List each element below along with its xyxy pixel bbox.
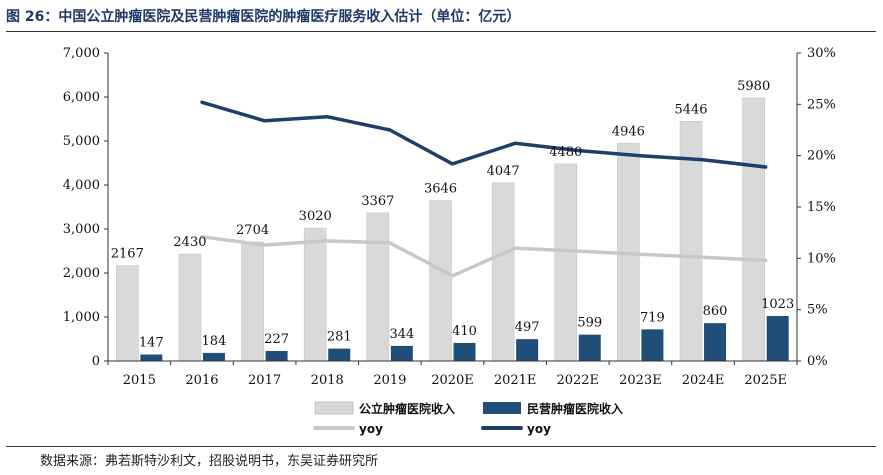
x-axis-tick-label: 2021E xyxy=(494,373,537,388)
right-axis-tick-label: 0% xyxy=(807,354,828,369)
legend-private-yoy-label: yoy xyxy=(527,422,551,436)
public-revenue-label: 3646 xyxy=(424,182,457,197)
x-axis-tick-label: 2018 xyxy=(311,373,344,388)
chart: 0 1,000 2,000 3,000 4,000 5,000 6,000 7,000 0% 5… xyxy=(63,46,836,436)
data-labels: 2167 2430 2704 3020 3367 3646 4047 4480 4946 5446… xyxy=(111,79,794,351)
legend-public-revenue-swatch xyxy=(314,401,354,415)
bars xyxy=(116,97,789,362)
public-revenue-bar xyxy=(742,97,765,362)
public-revenue-bar xyxy=(491,182,515,362)
public-revenue-bar xyxy=(241,241,264,362)
title-rule xyxy=(6,31,876,32)
x-axis-tick-label: 2024E xyxy=(682,373,725,388)
public-revenue-label: 2167 xyxy=(111,247,144,262)
public-revenue-label: 2704 xyxy=(236,223,269,238)
left-axis-tick-label: 3,000 xyxy=(63,222,100,237)
left-axis-tick-label: 5,000 xyxy=(63,134,100,149)
private-revenue-label: 497 xyxy=(515,320,540,335)
private-revenue-bar xyxy=(766,315,789,361)
right-axis-tick-label: 20% xyxy=(807,149,836,164)
x-axis-tick-label: 2015 xyxy=(123,373,156,388)
left-axis-tick-label: 0 xyxy=(92,354,100,369)
x-axis-tick-label: 2025E xyxy=(744,373,787,388)
private-revenue-bar xyxy=(453,342,476,361)
public-revenue-bar xyxy=(178,253,202,362)
public-revenue-label: 4480 xyxy=(549,145,582,160)
private-revenue-bar xyxy=(328,348,351,361)
legend: 公立肿瘤医院收入 民营肿瘤医院收入 yoy yoy xyxy=(313,401,623,436)
legend-public-yoy-label: yoy xyxy=(359,422,383,436)
public-revenue-label: 4946 xyxy=(612,124,645,139)
left-axis-tick-label: 7,000 xyxy=(63,46,100,61)
private-revenue-label: 719 xyxy=(640,310,665,325)
legend-private-revenue-label: 民营肿瘤医院收入 xyxy=(527,401,623,416)
public-revenue-label: 4047 xyxy=(487,164,520,179)
private-revenue-bar xyxy=(202,352,225,361)
public-revenue-label: 2430 xyxy=(173,235,206,250)
x-axis: 2015 2016 2017 2018 2019 2020E 2021E 2022E 2023E… xyxy=(107,360,798,388)
x-axis-tick-label: 2022E xyxy=(556,373,599,388)
lines xyxy=(200,100,768,278)
public-yoy-line xyxy=(200,235,768,278)
private-revenue-label: 281 xyxy=(327,330,352,345)
source-note: 数据来源：弗若斯特沙利文，招股说明书，东吴证券研究所 xyxy=(40,454,379,469)
public-revenue-label: 3367 xyxy=(361,194,394,209)
public-revenue-bar xyxy=(303,227,327,362)
left-axis-tick-label: 2,000 xyxy=(63,266,100,281)
private-revenue-bar xyxy=(578,334,601,361)
public-revenue-bar xyxy=(116,265,139,362)
left-axis-tick-label: 4,000 xyxy=(63,178,100,193)
private-revenue-label: 184 xyxy=(202,334,227,349)
public-revenue-label: 3020 xyxy=(299,209,332,224)
private-revenue-label: 860 xyxy=(703,304,728,319)
public-revenue-label: 5980 xyxy=(737,79,770,94)
private-revenue-label: 147 xyxy=(139,336,164,351)
left-axis-tick-label: 1,000 xyxy=(63,310,100,325)
private-revenue-label: 1023 xyxy=(761,297,794,312)
left-axis: 0 1,000 2,000 3,000 4,000 5,000 6,000 7,000 xyxy=(63,46,109,369)
public-revenue-bar xyxy=(554,163,578,362)
private-revenue-bar xyxy=(704,323,727,361)
private-revenue-bar xyxy=(390,345,413,361)
private-revenue-label: 344 xyxy=(389,327,414,342)
left-axis-tick-label: 6,000 xyxy=(63,90,100,105)
public-revenue-bar xyxy=(366,212,390,362)
source-rule xyxy=(6,446,876,447)
right-axis-tick-label: 10% xyxy=(807,251,836,266)
right-axis-tick-label: 15% xyxy=(807,200,836,215)
x-axis-tick-label: 2016 xyxy=(185,373,218,388)
right-axis-tick-label: 30% xyxy=(807,46,836,61)
x-axis-tick-label: 2020E xyxy=(431,373,474,388)
public-revenue-bar xyxy=(429,200,452,362)
public-revenue-label: 5446 xyxy=(674,102,707,117)
private-revenue-bar xyxy=(641,329,664,361)
private-revenue-bar xyxy=(516,339,539,361)
right-axis-tick-label: 5% xyxy=(807,303,828,318)
x-axis-tick-label: 2023E xyxy=(619,373,662,388)
private-revenue-label: 599 xyxy=(577,316,602,331)
right-axis-tick-label: 25% xyxy=(807,97,836,112)
legend-public-revenue-label: 公立肿瘤医院收入 xyxy=(359,401,455,416)
private-revenue-label: 410 xyxy=(452,324,477,339)
private-revenue-bar xyxy=(265,351,288,361)
x-axis-tick-label: 2019 xyxy=(373,373,406,388)
figure-title: 图 26：中国公立肿瘤医院及民营肿瘤医院的肿瘤医疗服务收入估计（单位：亿元） xyxy=(6,9,521,25)
right-axis: 0% 5% 10% 15% 20% 25% 30% xyxy=(796,46,836,369)
private-revenue-label: 227 xyxy=(264,332,289,347)
private-yoy-line xyxy=(200,100,768,169)
legend-private-revenue-swatch xyxy=(483,402,521,414)
x-axis-tick-label: 2017 xyxy=(248,373,281,388)
private-revenue-bar xyxy=(140,354,163,361)
